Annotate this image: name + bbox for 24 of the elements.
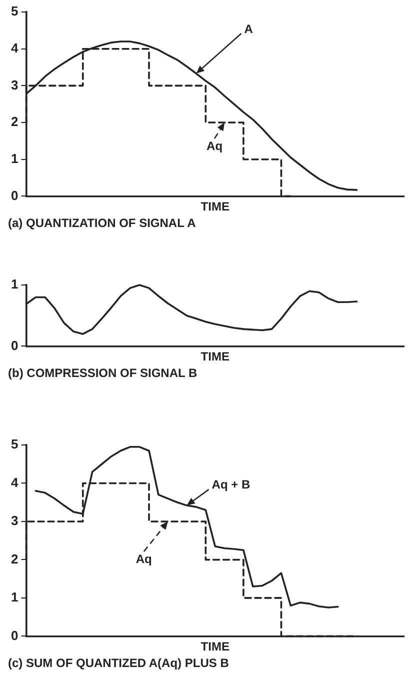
text: (c) SUM OF QUANTIZED A(Aq) PLUS B (8, 656, 230, 670)
legend-label: Aq (136, 552, 152, 566)
y-tick-label: 0 (10, 338, 18, 353)
x-axis-title: TIME (200, 640, 230, 654)
y-tick-label: 1 (10, 276, 18, 292)
series-label: Aq + B (212, 478, 250, 492)
x-axis-title: TIME (200, 350, 230, 364)
y-tick-label: 2 (10, 551, 18, 566)
y-tick-label: 4 (10, 40, 19, 56)
y-tick-label: 2 (10, 114, 18, 130)
text: (b) COMPRESSION OF SIGNAL B (8, 366, 198, 380)
y-tick-label: 1 (10, 590, 18, 605)
text: (a) QUANTIZATION OF SIGNAL A (8, 216, 196, 230)
y-tick-label: 0 (10, 628, 18, 643)
y-tick-label: 3 (10, 77, 18, 92)
y-tick-label: 4 (10, 474, 19, 490)
y-tick-label: 0 (10, 188, 18, 203)
legend-label: Aq (206, 138, 223, 153)
text: A (244, 22, 254, 36)
x-axis-title: TIME (200, 200, 230, 214)
y-tick-label: 1 (10, 150, 18, 166)
y-tick-label: 5 (10, 436, 18, 452)
y-tick-label: 5 (10, 4, 18, 19)
y-tick-label: 3 (10, 513, 18, 528)
